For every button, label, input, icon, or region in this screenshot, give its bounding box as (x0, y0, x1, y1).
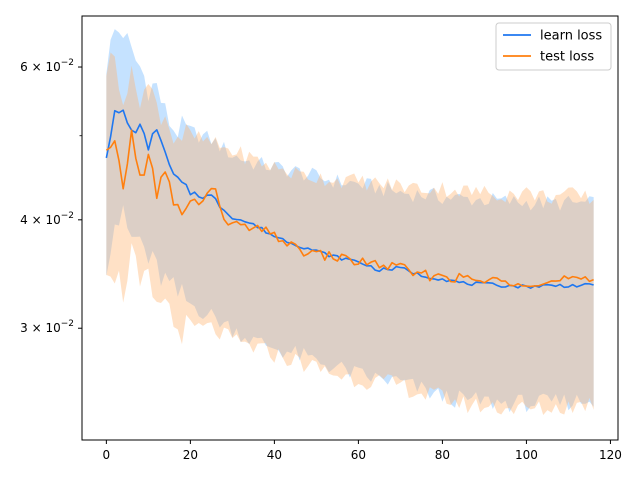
legend-label: test loss (540, 50, 594, 65)
x-tick-label: 0 (103, 448, 111, 462)
y-tick-label: 4 × 10−2 (20, 211, 74, 227)
x-tick-label: 120 (599, 448, 622, 462)
legend-label: learn loss (540, 29, 602, 44)
plot-area (105, 29, 594, 415)
band-test-loss (106, 52, 594, 415)
x-tick-label: 40 (267, 448, 282, 462)
band-learn-loss (106, 29, 594, 413)
plot-frame (81, 15, 619, 441)
x-tick-label: 80 (435, 448, 450, 462)
axes: 0 20 40 60 80 100 120 3 × 10−2 4 × 10−2 6 × 10−2 (20, 58, 622, 462)
y-tick-label: 3 × 10−2 (20, 319, 74, 335)
x-tick-label: 100 (515, 448, 538, 462)
line-test-loss (105, 129, 594, 288)
y-tick-label: 6 × 10−2 (20, 58, 74, 74)
legend: learn loss test loss (495, 22, 612, 71)
x-tick-label: 20 (183, 448, 198, 462)
x-tick-label: 60 (351, 448, 366, 462)
